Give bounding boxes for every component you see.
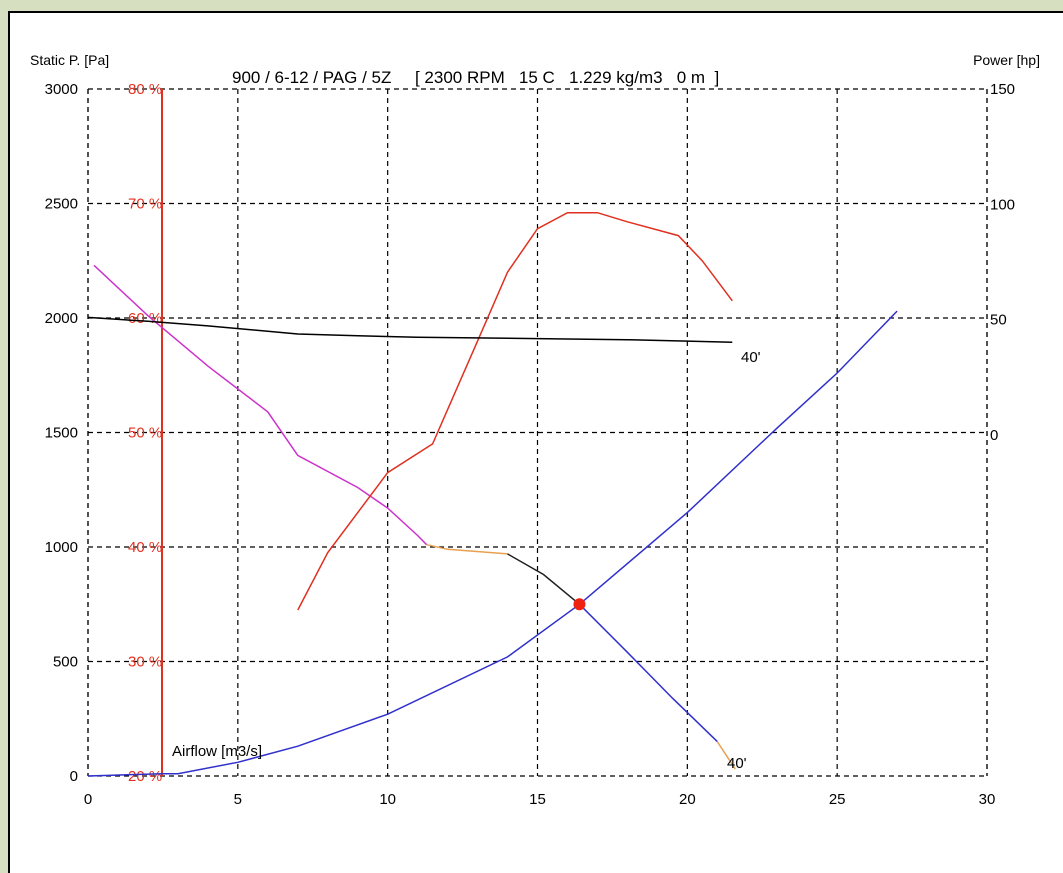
y-tick-label-efficiency: 50 % (128, 425, 162, 442)
x-tick-label: 20 (679, 791, 696, 808)
x-tick-label: 10 (379, 791, 396, 808)
curve-efficiency (297, 211, 733, 611)
y-tick-label-left: 0 (70, 768, 78, 785)
y-tick-label-efficiency: 80 % (128, 81, 162, 98)
y-axis-label-right: Power [hp] (973, 52, 1040, 68)
chart-frame (8, 11, 1063, 873)
y-tick-label-efficiency: 60 % (128, 310, 162, 327)
y-tick-label-left: 1000 (45, 539, 78, 556)
operating-point-marker (573, 598, 586, 611)
pressure-curve-label: 40' (727, 755, 747, 772)
curves (87, 211, 898, 777)
curve-power (87, 316, 733, 344)
x-tick-label: 30 (979, 791, 996, 808)
power-curve-label: 40' (741, 349, 761, 366)
x-axis-label: Airflow [m3/s] (172, 743, 262, 760)
y-tick-label-left: 2000 (45, 310, 78, 327)
y-tick-label-right: 100 (990, 196, 1015, 213)
x-tick-label: 0 (84, 791, 92, 808)
y-tick-label-left: 3000 (45, 81, 78, 98)
y-tick-label-efficiency: 40 % (128, 539, 162, 556)
x-tick-label: 5 (234, 791, 242, 808)
x-tick-label: 25 (829, 791, 846, 808)
y-tick-label-efficiency: 70 % (128, 196, 162, 213)
grid-lines (87, 88, 988, 777)
y-tick-label-right: 50 (990, 312, 1007, 329)
curve-system_curve (87, 310, 898, 777)
y-tick-label-efficiency: 20 % (128, 768, 162, 785)
curve-pressure_transition (426, 543, 508, 555)
y-tick-label-right: 150 (990, 81, 1015, 98)
curve-pressure_curve_tail (716, 741, 736, 770)
curve-pressure_stall_region (93, 264, 428, 546)
curve-pressure_transition_dark (507, 553, 580, 605)
y-tick-label-left: 2500 (45, 196, 78, 213)
y-tick-label-right: 0 (990, 427, 998, 444)
y-tick-label-left: 500 (53, 654, 78, 671)
y-tick-label-left: 1500 (45, 425, 78, 442)
y-axis-label-left: Static P. [Pa] (30, 52, 109, 68)
y-tick-label-efficiency: 30 % (128, 654, 162, 671)
curve-pressure_curve (578, 603, 718, 743)
chart-title: 900 / 6-12 / PAG / 5Z [ 2300 RPM 15 C 1.… (232, 68, 719, 87)
x-tick-label: 15 (529, 791, 546, 808)
